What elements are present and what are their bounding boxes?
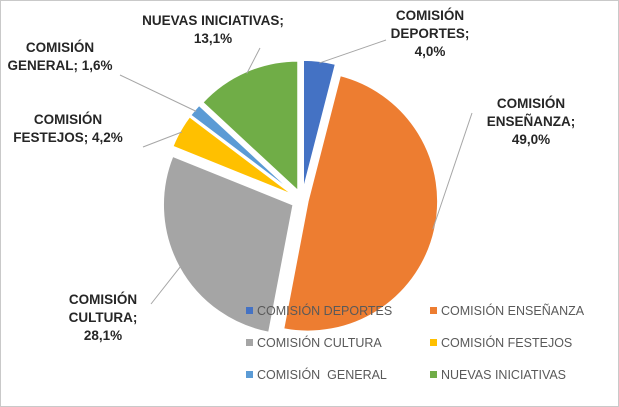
slice-cultura <box>162 155 295 334</box>
legend-swatch-deportes <box>246 307 253 314</box>
legend-swatch-general <box>246 371 253 378</box>
legend-swatch-festejos <box>430 339 437 346</box>
leader-line-cultura <box>150 265 182 305</box>
legend-swatch-nuevas-iniciativas <box>430 371 437 378</box>
data-label-nuevas-iniciativas: NUEVAS INICIATIVAS; 13,1% <box>142 13 284 46</box>
slice-nuevas-iniciativas <box>201 60 299 193</box>
legend-label-general: COMISIÓN GENERAL <box>257 367 387 382</box>
data-labels: COMISIÓN DEPORTES; 4,0% COMISIÓN ENSEÑANZA; 4… <box>7 8 575 343</box>
leader-line-nuevas-iniciativas <box>246 47 261 74</box>
data-label-general: COMISIÓN GENERAL; 1,6% <box>7 40 112 73</box>
data-label-cultura: COMISIÓN CULTURA; 28,1% <box>69 292 138 343</box>
legend-swatch-ensenanza <box>430 307 437 314</box>
slice-ensenanza <box>282 74 439 333</box>
slice-deportes <box>302 59 337 191</box>
leader-line-festejos <box>142 131 183 148</box>
leader-line-general <box>119 74 197 112</box>
leader-lines <box>119 39 473 305</box>
legend-label-festejos: COMISIÓN FESTEJOS <box>441 335 572 350</box>
legend-label-deportes: COMISIÓN DEPORTES <box>257 303 392 318</box>
leader-line-deportes <box>319 39 387 64</box>
legend-label-ensenanza: COMISIÓN ENSEÑANZA <box>441 303 585 318</box>
pie-slices <box>162 59 439 334</box>
data-label-deportes: COMISIÓN DEPORTES; 4,0% <box>391 8 470 59</box>
legend-label-nuevas-iniciativas: NUEVAS INICIATIVAS <box>441 368 566 382</box>
slice-festejos <box>171 115 294 196</box>
leader-line-ensenanza <box>432 112 473 230</box>
data-label-festejos: COMISIÓN FESTEJOS; 4,2% <box>13 112 123 145</box>
legend-swatch-cultura <box>246 339 253 346</box>
legend-label-cultura: COMISIÓN CULTURA <box>257 335 382 350</box>
data-label-ensenanza: COMISIÓN ENSEÑANZA; 49,0% <box>487 96 576 147</box>
legend: COMISIÓN DEPORTES COMISIÓN ENSEÑANZA COMIS… <box>246 303 585 382</box>
